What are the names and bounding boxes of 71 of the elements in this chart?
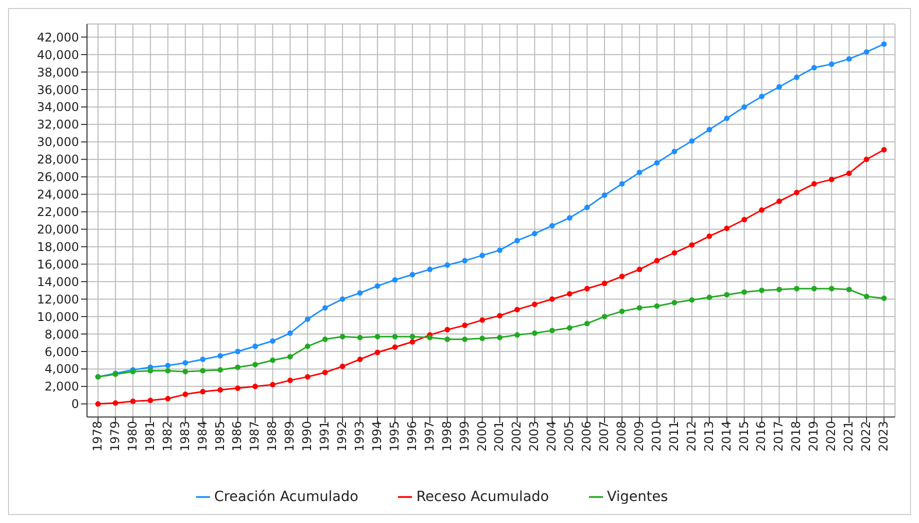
x-tick-label: 2008	[614, 421, 629, 452]
x-tick-label: 1989	[282, 421, 297, 452]
x-tick-label: 1978	[90, 421, 105, 452]
x-tick-label: 2020	[824, 421, 838, 452]
y-tick-label: 12,000	[37, 292, 79, 306]
x-tick-label: 2004	[544, 421, 559, 452]
x-tick-label: 2000	[474, 421, 489, 452]
x-tick-label: 1984	[195, 421, 210, 452]
y-tick-label: 36,000	[37, 82, 79, 97]
y-tick-label: 24,000	[37, 188, 79, 202]
y-tick-label: 4,000	[44, 362, 79, 376]
x-tick-label: 1995	[387, 421, 402, 452]
x-tick-label: 2017	[772, 421, 786, 452]
y-tick-label: 30,000	[37, 135, 79, 150]
x-tick-label: 1986	[230, 421, 244, 452]
x-tick-label: 2014	[719, 421, 734, 452]
x-tick-label: 1981	[142, 421, 157, 452]
x-tick-label: 2015	[736, 421, 751, 452]
y-tick-label: 42,000	[37, 30, 79, 44]
y-tick-label: 22,000	[37, 205, 79, 220]
legend-label: Vigentes	[606, 489, 668, 505]
x-tick-label: 2010	[649, 421, 664, 452]
y-tick-label: 16,000	[37, 257, 79, 272]
x-tick-label: 1983	[178, 421, 192, 452]
y-tick-label: 14,000	[37, 274, 79, 289]
x-tick-label: 2016	[754, 421, 768, 452]
x-tick-label: 1982	[160, 421, 174, 452]
x-tick-label: 1991	[318, 421, 332, 452]
y-tick-label: 0	[71, 397, 79, 412]
y-tick-label: 32,000	[37, 118, 79, 132]
y-tick-label: 34,000	[37, 100, 79, 114]
x-tick-label: 1988	[265, 421, 280, 452]
y-tick-label: 40,000	[37, 48, 79, 62]
x-tick-label: 2012	[684, 421, 698, 452]
x-tick-label: 2006	[580, 421, 594, 452]
y-tick-label: 38,000	[37, 65, 79, 80]
x-tick-label: 2022	[859, 421, 874, 452]
x-tick-label: 1985	[212, 421, 227, 452]
x-tick-label: 1997	[422, 421, 436, 452]
x-tick-label: 1996	[404, 421, 419, 452]
y-tick-label: 18,000	[37, 240, 79, 254]
x-tick-label: 1990	[300, 421, 314, 452]
x-tick-label: 1979	[108, 421, 122, 452]
x-tick-label: 2011	[666, 421, 681, 452]
y-tick-label: 8,000	[44, 327, 79, 342]
x-tick-label: 1993	[352, 421, 367, 452]
x-tick-label: 2023	[876, 421, 891, 452]
legend-label: Receso Acumulado	[416, 489, 549, 505]
x-tick-label: 2013	[702, 421, 716, 452]
x-tick-label: 2021	[842, 421, 856, 452]
x-tick-label: 2001	[492, 421, 506, 452]
x-tick-label: 1992	[335, 421, 350, 452]
y-tick-label: 10,000	[37, 310, 79, 324]
x-tick-label: 2007	[597, 421, 612, 452]
x-tick-label: 2009	[632, 421, 646, 452]
y-tick-label: 6,000	[44, 344, 79, 359]
x-tick-label: 1994	[370, 421, 384, 452]
x-tick-label: 2002	[510, 421, 524, 452]
legend-label: Creación Acumulado	[214, 489, 358, 505]
y-tick-label: 28,000	[37, 152, 79, 167]
x-tick-label: 1998	[440, 421, 454, 452]
x-tick-label: 1987	[248, 421, 262, 452]
y-tick-label: 2,000	[44, 380, 79, 394]
x-tick-label: 2018	[789, 421, 804, 452]
y-tick-label: 26,000	[37, 170, 79, 184]
y-tick-label: 20,000	[37, 222, 79, 236]
x-tick-label: 1999	[457, 421, 472, 452]
x-tick-label: 2019	[806, 421, 821, 452]
x-tick-label: 1980	[125, 421, 140, 452]
x-tick-label: 2005	[562, 421, 576, 452]
x-tick-label: 2003	[527, 421, 542, 452]
